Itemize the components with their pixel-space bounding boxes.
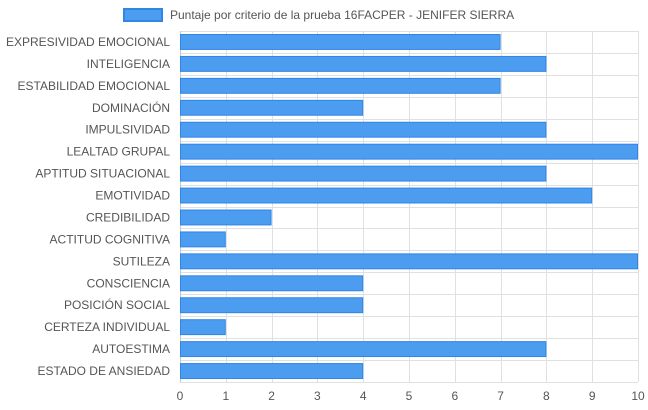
bar[interactable] [180,297,364,314]
bars [180,34,638,379]
category-label: AUTOESTIMA [92,342,170,356]
bar[interactable] [180,341,547,358]
category-label: DOMINACIÓN [92,100,170,115]
bar[interactable] [180,77,501,94]
legend-swatch[interactable] [123,8,163,22]
bar[interactable] [180,275,364,292]
x-tick-label: 6 [451,389,458,403]
x-tick-label: 10 [631,389,645,403]
bar[interactable] [180,121,547,138]
category-label: INTELIGENCIA [87,57,170,71]
category-label: LEALTAD GRUPAL [67,145,171,159]
x-tick-label: 4 [360,389,367,403]
category-label: CERTEZA INDIVIDUAL [44,320,170,334]
x-tick-label: 8 [543,389,550,403]
bar[interactable] [180,99,364,116]
category-label: ACTITUD COGNITIVA [50,232,170,246]
bar[interactable] [180,143,638,160]
category-label: APTITUD SITUACIONAL [35,167,170,181]
bar[interactable] [180,319,226,336]
category-label: IMPULSIVIDAD [85,123,170,137]
bar[interactable] [180,165,547,182]
x-tick-label: 3 [314,389,321,403]
category-label: POSICIÓN SOCIAL [64,297,170,312]
category-label: EXPRESIVIDAD EMOCIONAL [6,35,170,49]
bar[interactable] [180,231,226,248]
x-axis-ticks: 0 1 2 3 4 5 6 7 8 9 10 [177,389,645,403]
bar[interactable] [180,363,364,379]
category-label: EMOTIVIDAD [95,189,170,203]
category-label: SUTILEZA [113,254,170,268]
bar[interactable] [180,187,593,204]
bar[interactable] [180,34,501,50]
x-tick-label: 2 [268,389,275,403]
category-label: CREDIBILIDAD [86,210,170,224]
category-label: CONSCIENCIA [87,276,170,290]
legend[interactable]: Puntaje por criterio de la prueba 16FACP… [123,8,514,22]
x-tick-label: 7 [497,389,504,403]
category-labels: EXPRESIVIDAD EMOCIONAL INTELIGENCIA ESTABI… [6,35,170,378]
legend-label[interactable]: Puntaje por criterio de la prueba 16FACP… [170,8,514,22]
category-label: ESTABILIDAD EMOCIONAL [18,79,171,93]
category-label: ESTADO DE ANSIEDAD [38,364,171,378]
bar[interactable] [180,55,547,72]
bar[interactable] [180,209,272,226]
bar[interactable] [180,253,638,270]
x-tick-label: 1 [222,389,229,403]
x-tick-label: 0 [177,389,184,403]
x-tick-label: 9 [589,389,596,403]
x-tick-label: 5 [406,389,413,403]
